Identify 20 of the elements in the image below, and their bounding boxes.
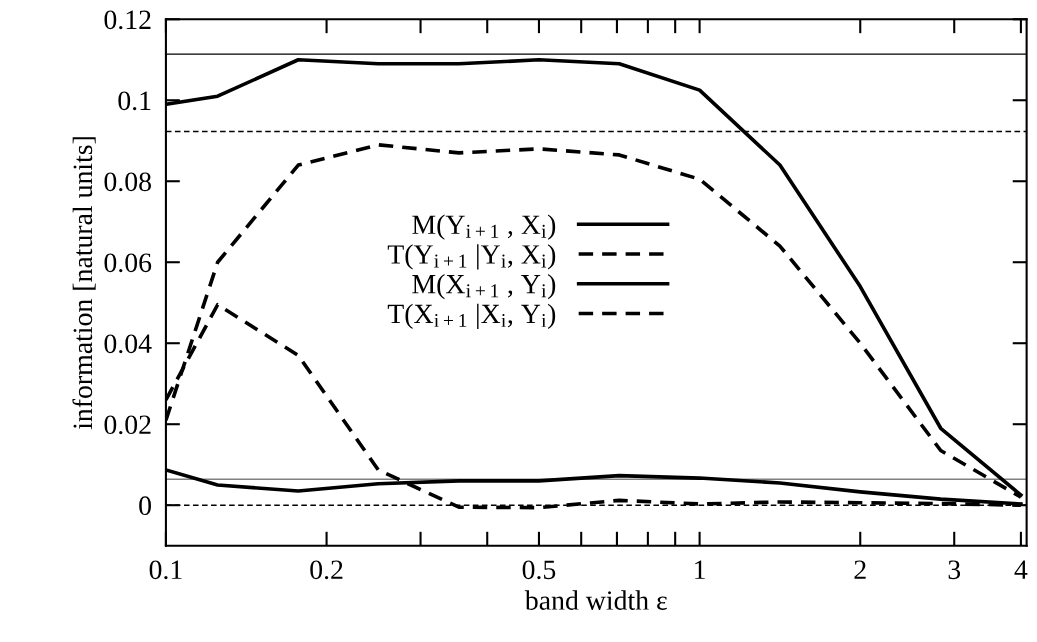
x-tick-label: 3 [948, 560, 961, 580]
y-tick-label: 0 [139, 496, 151, 516]
x-tick-label: 0.5 [522, 560, 556, 580]
y-axis-title: information [natural units] [72, 137, 96, 430]
x-tick-label: 1 [695, 560, 705, 579]
x-tick-label: 0.2 [310, 560, 343, 580]
legend-label: M(X$_{i+1}$ , Y$_{i}$) [412, 274, 556, 300]
y-tick-label: 0.08 [104, 172, 151, 192]
y-tick-label: 0.06 [104, 253, 152, 273]
legend-label: T(X$_{i+1}$ |X$_{i}$, Y$_{i}$) [387, 303, 556, 330]
legend-label: T(Y$_{i+1}$ |Y$_{i}$, X$_{i}$) [387, 244, 556, 270]
x-tick-label: 4 [1014, 560, 1028, 579]
y-tick-label: 0.02 [104, 415, 151, 435]
y-tick-label: 0.04 [104, 334, 152, 354]
x-tick-label: 2 [854, 560, 866, 579]
x-axis-title: band width ε [524, 590, 667, 610]
y-tick-label: 0.12 [104, 10, 151, 30]
legend-label: M(Y$_{i+1}$ , X$_{i}$) [412, 214, 556, 240]
x-tick-label: 0.1 [149, 560, 182, 580]
y-tick-label: 0.1 [118, 91, 151, 111]
